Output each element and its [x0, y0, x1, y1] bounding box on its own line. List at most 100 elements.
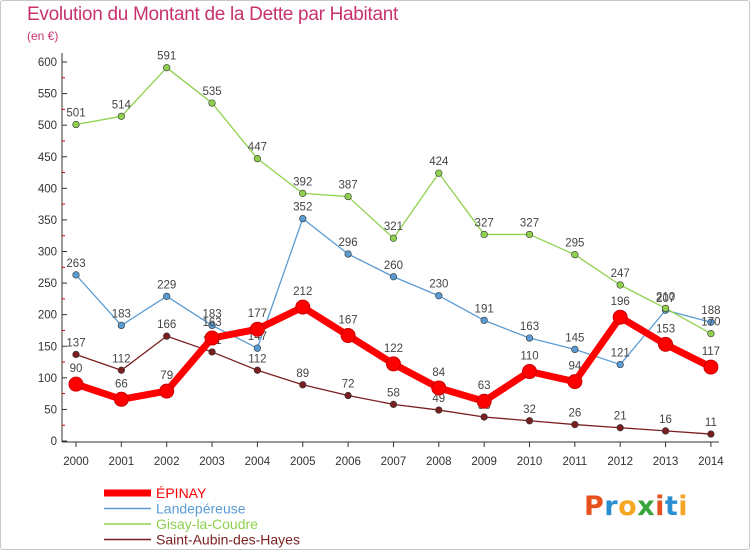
- data-label: 535: [202, 86, 221, 98]
- x-tick-label: 2003: [199, 456, 225, 468]
- data-point: [340, 328, 356, 344]
- logo-letter: i: [678, 491, 689, 522]
- data-point: [435, 169, 443, 177]
- data-label: 32: [523, 404, 536, 416]
- x-tick-label: 2011: [562, 456, 587, 468]
- data-point: [525, 417, 534, 425]
- data-point: [389, 273, 398, 281]
- data-point: [117, 112, 125, 120]
- data-label: 177: [248, 308, 267, 320]
- y-tick-label: 350: [38, 215, 57, 227]
- data-label: 167: [339, 315, 358, 327]
- data-point: [571, 251, 579, 259]
- y-tick-label: 50: [44, 404, 57, 416]
- y-tick-label: 550: [38, 89, 57, 101]
- legend-label: ÉPINAY: [156, 485, 207, 501]
- data-point: [299, 381, 307, 389]
- data-label: 94: [568, 361, 581, 373]
- x-tick-label: 2013: [653, 456, 679, 468]
- data-point: [658, 336, 674, 352]
- legend-label: Gisay-la-Coudre: [156, 516, 258, 532]
- data-point: [344, 192, 352, 201]
- proxiti-logo: Proxiti: [584, 491, 688, 522]
- data-point: [661, 304, 670, 312]
- data-label: 153: [656, 323, 675, 335]
- data-label: 591: [157, 51, 176, 63]
- data-point: [431, 380, 447, 396]
- data-point: [253, 344, 261, 352]
- y-tick-label: 250: [38, 278, 57, 290]
- data-label: 122: [384, 343, 403, 355]
- logo-letter: o: [618, 491, 638, 522]
- y-tick-label: 0: [51, 436, 57, 448]
- data-label: 145: [565, 332, 584, 344]
- data-label: 207: [656, 293, 675, 305]
- data-label: 327: [520, 217, 539, 229]
- data-point: [72, 271, 80, 279]
- data-label: 11: [705, 417, 717, 429]
- data-label: 84: [432, 367, 445, 379]
- data-label: 121: [611, 348, 630, 360]
- data-point: [163, 64, 171, 72]
- data-point: [299, 215, 307, 223]
- data-point: [159, 383, 175, 399]
- data-point: [525, 230, 534, 239]
- data-point: [344, 250, 352, 258]
- data-label: 387: [339, 180, 358, 192]
- data-point: [435, 292, 443, 300]
- data-point: [616, 281, 624, 289]
- data-point: [616, 424, 624, 432]
- data-point: [299, 189, 307, 197]
- data-label: 260: [384, 260, 403, 272]
- data-point: [113, 391, 129, 407]
- data-label: 321: [384, 221, 403, 233]
- data-point: [389, 400, 398, 408]
- data-point: [385, 356, 401, 372]
- x-tick-label: 2006: [335, 456, 361, 468]
- data-point: [253, 155, 261, 163]
- data-label: 296: [339, 237, 358, 249]
- y-tick-label: 400: [38, 183, 57, 195]
- data-label: 66: [115, 378, 128, 390]
- logo-letter: i: [655, 491, 665, 522]
- data-label: 230: [429, 279, 448, 291]
- data-label: 163: [202, 317, 221, 329]
- x-tick-label: 2012: [607, 456, 633, 468]
- data-point: [703, 359, 719, 375]
- data-label: 501: [66, 108, 85, 120]
- data-point: [163, 292, 171, 300]
- chart-title: Evolution du Montant de la Dette par Hab…: [27, 4, 398, 25]
- legend-label: Saint-Aubin-des-Hayes: [156, 532, 300, 548]
- data-point: [389, 234, 398, 242]
- data-label: 117: [702, 346, 720, 358]
- chart-unit: (en €): [27, 29, 59, 43]
- x-tick-label: 2014: [698, 456, 724, 468]
- data-label: 295: [565, 238, 584, 250]
- data-point: [707, 430, 715, 438]
- data-label: 229: [157, 279, 176, 291]
- data-point: [72, 120, 80, 129]
- x-tick-label: 2010: [517, 456, 543, 468]
- data-label: 247: [611, 268, 630, 280]
- x-tick-label: 2001: [109, 456, 135, 468]
- data-point: [616, 360, 624, 369]
- data-point: [480, 413, 488, 421]
- data-label: 352: [293, 202, 312, 214]
- data-label: 392: [293, 176, 312, 188]
- data-label: 90: [70, 363, 83, 375]
- y-tick-label: 500: [38, 120, 57, 132]
- data-label: 327: [475, 217, 494, 229]
- data-point: [208, 99, 216, 107]
- data-point: [522, 364, 537, 380]
- data-point: [249, 321, 265, 337]
- data-label: 263: [66, 258, 85, 270]
- y-tick-label: 100: [38, 373, 57, 385]
- data-point: [117, 366, 125, 374]
- data-point: [208, 321, 216, 330]
- legend-label: Landepéreuse: [156, 501, 246, 517]
- data-label: 58: [387, 387, 400, 399]
- data-label: 191: [475, 303, 494, 315]
- x-tick-label: 2009: [471, 456, 497, 468]
- data-point: [476, 393, 492, 409]
